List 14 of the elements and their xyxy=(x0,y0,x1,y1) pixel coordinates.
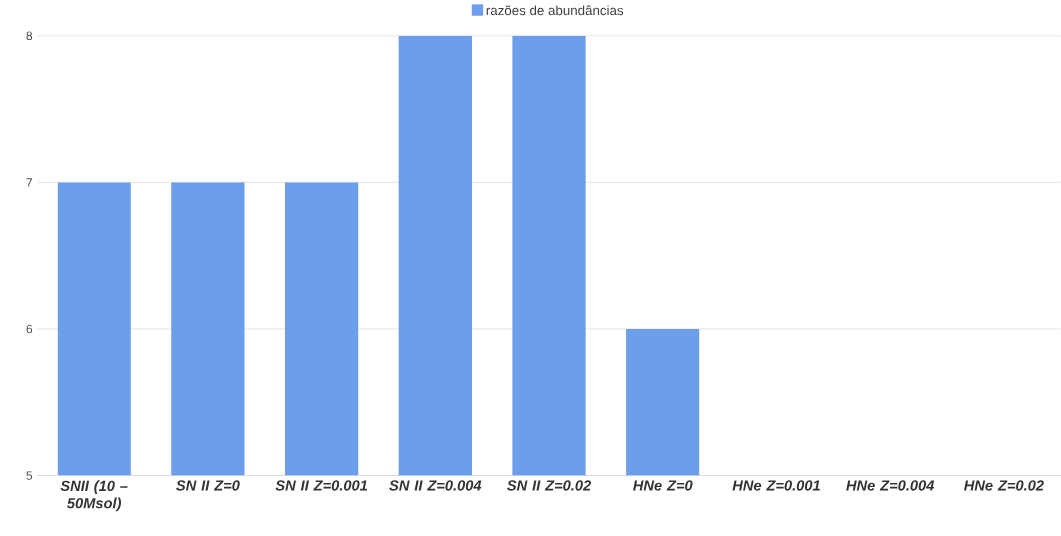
x-tick-label: HNe Z=0.001 xyxy=(732,480,820,491)
x-tick-label: SN II Z=0.004 xyxy=(389,480,482,491)
x-tick-label: HNe Z=0.004 xyxy=(846,480,935,491)
y-tick-label: 5 xyxy=(26,471,33,480)
x-tick-label: HNe Z=0.02 xyxy=(964,480,1044,491)
x-tick-label: SN II Z=0.02 xyxy=(507,480,592,491)
y-tick-label: 7 xyxy=(26,178,33,187)
x-tick-label: SNII (10 – 50Msol) xyxy=(60,480,128,512)
y-tick-label: 8 xyxy=(26,31,33,41)
x-tick-label: SN II Z=0.001 xyxy=(275,480,368,491)
x-tick-label: HNe Z=0 xyxy=(633,480,693,491)
x-tick-label: SN II Z=0 xyxy=(176,480,240,491)
legend-label: razões de abundâncias xyxy=(486,5,624,16)
y-tick-label: 6 xyxy=(26,324,33,334)
